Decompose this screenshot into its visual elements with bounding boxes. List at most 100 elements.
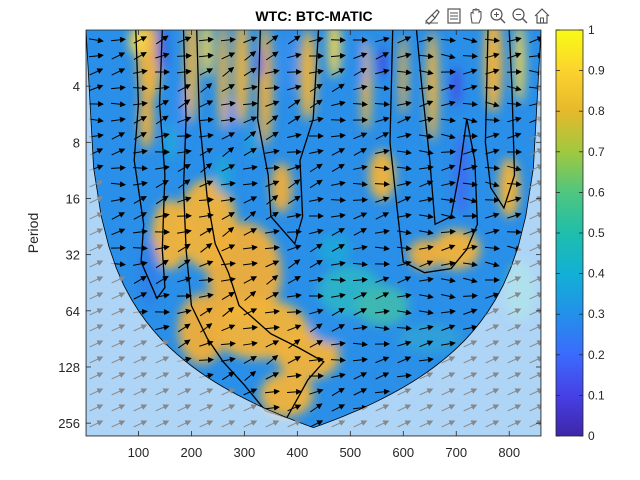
axes-toolbar xyxy=(422,6,552,28)
coherence-region xyxy=(377,47,387,78)
phase-arrow xyxy=(200,323,213,333)
phase-arrow-coi xyxy=(89,308,104,316)
colorbar-tick-label: 0.6 xyxy=(588,185,605,199)
phase-arrow xyxy=(374,308,390,315)
phase-arrow xyxy=(244,50,257,61)
phase-arrow-coi xyxy=(331,420,346,428)
phase-arrow xyxy=(111,196,126,203)
phase-arrow xyxy=(242,100,258,107)
phase-arrow xyxy=(397,212,412,219)
phase-arrow xyxy=(309,196,324,203)
zoom-in-icon[interactable] xyxy=(488,6,508,26)
phase-arrow xyxy=(419,309,434,316)
coherence-region xyxy=(426,31,439,142)
phase-arrow xyxy=(264,404,280,411)
phase-arrow xyxy=(266,115,279,125)
phase-arrow xyxy=(309,340,324,348)
phase-arrow xyxy=(485,292,500,299)
chart-title: WTC: BTC-MATIC xyxy=(255,8,372,24)
phase-arrow-coi xyxy=(507,324,522,332)
phase-arrow xyxy=(89,37,104,44)
phase-arrow xyxy=(397,196,412,204)
phase-arrow xyxy=(441,213,456,220)
phase-arrow xyxy=(221,212,236,220)
phase-arrow xyxy=(375,276,390,283)
phase-arrow-coi xyxy=(221,388,236,396)
phase-arrow xyxy=(265,340,280,348)
phase-arrow xyxy=(200,163,213,173)
phase-arrow xyxy=(352,101,368,108)
phase-arrow xyxy=(132,100,148,107)
phase-arrow xyxy=(242,180,258,187)
phase-arrow xyxy=(330,340,346,347)
phase-arrow xyxy=(89,68,104,76)
phase-arrow xyxy=(352,324,368,331)
phase-arrow xyxy=(265,68,280,75)
phase-arrow-coi xyxy=(485,356,500,364)
phase-arrow-coi xyxy=(133,340,148,348)
phase-arrow xyxy=(462,53,478,60)
phase-arrow-coi xyxy=(529,324,541,332)
y-tick-label: 64 xyxy=(66,304,80,319)
data-tips-icon[interactable] xyxy=(444,6,464,26)
phase-arrow-coi xyxy=(441,420,456,428)
phase-arrow xyxy=(397,100,412,107)
phase-arrow xyxy=(264,324,280,331)
phase-arrow xyxy=(419,69,434,76)
phase-arrow xyxy=(397,356,412,364)
phase-arrow xyxy=(177,308,192,315)
phase-arrow xyxy=(110,116,126,123)
zoom-out-icon[interactable] xyxy=(510,6,530,26)
phase-arrow-coi xyxy=(89,276,104,284)
phase-arrow xyxy=(463,164,478,171)
phase-arrow xyxy=(243,388,258,396)
phase-arrow xyxy=(506,229,522,236)
phase-arrow xyxy=(288,259,301,269)
phase-arrow-coi xyxy=(463,388,478,396)
phase-arrow xyxy=(374,101,390,108)
y-axis-label: Period xyxy=(25,213,41,253)
phase-arrow-coi xyxy=(507,420,522,428)
coherence-region xyxy=(318,234,351,265)
phase-arrow xyxy=(419,276,434,283)
phase-arrow xyxy=(375,36,390,43)
phase-arrow-coi xyxy=(507,404,522,412)
phase-arrow-coi xyxy=(221,420,236,428)
phase-arrow xyxy=(418,164,434,171)
x-tick-label: 400 xyxy=(286,445,308,460)
phase-arrow-coi xyxy=(199,420,214,428)
phase-arrow xyxy=(419,149,434,156)
phase-arrow xyxy=(287,324,302,332)
phase-arrow xyxy=(221,84,235,92)
home-icon[interactable] xyxy=(532,6,552,26)
phase-arrow-coi xyxy=(507,372,522,380)
phase-arrow xyxy=(463,117,478,124)
phase-arrow xyxy=(441,260,456,267)
phase-arrow xyxy=(309,68,324,75)
phase-arrow xyxy=(331,163,345,173)
phase-arrow xyxy=(177,243,191,253)
phase-arrow xyxy=(506,181,522,188)
significance-contour xyxy=(389,30,479,274)
phase-arrow xyxy=(419,340,434,348)
phase-arrow xyxy=(198,132,214,139)
phase-arrow-coi xyxy=(155,356,170,364)
phase-arrow xyxy=(198,356,214,363)
x-tick-label: 200 xyxy=(181,445,203,460)
phase-arrow xyxy=(331,244,345,252)
phase-arrow-coi xyxy=(89,212,104,220)
phase-arrow xyxy=(441,133,456,140)
phase-arrow xyxy=(155,324,170,331)
phase-arrow xyxy=(199,260,214,267)
x-tick-label: 600 xyxy=(392,445,414,460)
phase-arrow-coi xyxy=(155,388,170,396)
pan-icon[interactable] xyxy=(466,6,486,26)
phase-arrow-coi xyxy=(133,404,148,412)
phase-arrow xyxy=(353,68,367,76)
phase-arrow xyxy=(353,84,368,91)
phase-arrow xyxy=(286,228,302,235)
phase-arrow-coi xyxy=(485,324,500,332)
brush-icon[interactable] xyxy=(422,6,442,26)
phase-arrow xyxy=(220,260,236,267)
phase-arrow xyxy=(177,148,192,155)
